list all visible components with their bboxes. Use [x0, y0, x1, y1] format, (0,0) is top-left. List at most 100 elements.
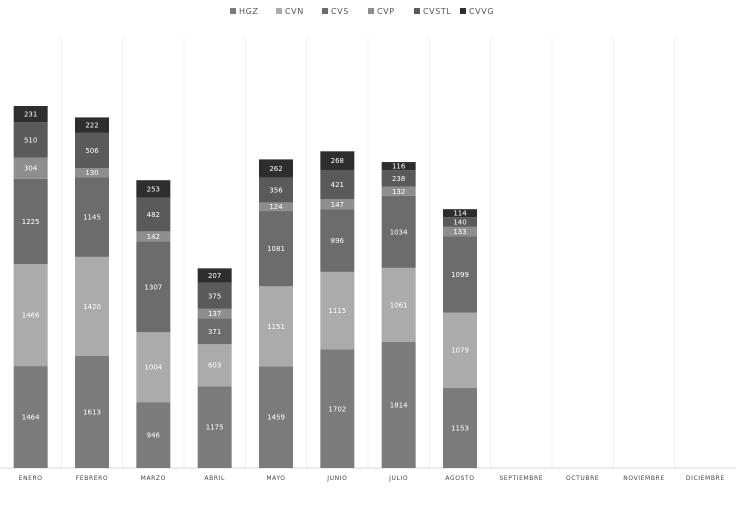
data-label: 231: [24, 111, 37, 119]
bar-segment-cvs-enero: [13, 178, 48, 265]
data-label: 133: [453, 228, 466, 236]
bar-segment-cvn-mayo: [259, 286, 293, 367]
data-label: 946: [147, 432, 161, 440]
bar-segment-cvvg-julio: [381, 162, 416, 171]
data-label: 1225: [22, 218, 40, 226]
bar-segment-cvvg-febrero: [75, 117, 109, 133]
bar-segment-cvs-junio: [320, 209, 355, 272]
x-tick-label: JULIO: [388, 475, 408, 482]
bar-segment-cvs-febrero: [75, 177, 109, 257]
legend-label: CVP: [377, 7, 395, 16]
legend-swatch: [322, 8, 328, 14]
data-label: 124: [269, 203, 283, 211]
legend-label: CVSTL: [423, 7, 451, 16]
data-label: 137: [208, 310, 221, 318]
x-tick-label: DICIEMBRE: [686, 475, 725, 482]
bar-segment-cvp-agosto: [443, 226, 477, 237]
bar-segment-cvvg-abril: [197, 268, 232, 283]
data-label: 1702: [328, 405, 346, 413]
data-label: 1145: [83, 214, 101, 222]
bar-segment-cvn-febrero: [75, 256, 109, 356]
data-label: 1115: [328, 307, 346, 315]
bar-segment-hgz-junio: [320, 349, 355, 468]
data-label: 510: [24, 136, 37, 144]
bar-segment-cvvg-mayo: [259, 159, 293, 178]
bar-segment-cvstl-enero: [13, 122, 48, 158]
bar-segment-cvn-julio: [381, 267, 416, 342]
bar-segment-cvn-marzo: [136, 332, 171, 403]
x-tick-label: OCTUBRE: [566, 475, 599, 482]
data-label: 603: [208, 362, 221, 370]
data-label: 1099: [451, 271, 469, 279]
data-label: 1613: [83, 408, 101, 416]
data-label: 421: [331, 181, 344, 189]
bar-segment-cvp-junio: [320, 199, 355, 210]
data-label: 506: [85, 147, 99, 155]
data-label: 1034: [390, 228, 408, 236]
bars-group: [13, 106, 477, 468]
data-label: 238: [392, 175, 405, 183]
data-label: 114: [453, 210, 467, 218]
data-label: 1464: [22, 414, 40, 422]
bar-segment-cvstl-julio: [381, 170, 416, 187]
bar-segment-cvstl-agosto: [443, 217, 477, 227]
data-label: 1151: [267, 323, 285, 331]
bar-segment-hgz-febrero: [75, 355, 109, 468]
data-label: 1004: [144, 364, 162, 372]
legend: HGZ CVN CVS CVP CVSTL CVVG: [230, 7, 494, 16]
x-tick-label: SEPTIEMBRE: [499, 475, 543, 482]
data-label: 142: [147, 233, 160, 241]
data-label: 1466: [22, 312, 40, 320]
x-tick-label: MAYO: [266, 475, 285, 482]
bar-segment-hgz-enero: [13, 366, 48, 468]
bar-segment-hgz-abril: [197, 386, 232, 468]
data-label: 1814: [390, 401, 408, 409]
data-label: 356: [269, 187, 283, 195]
data-label: 222: [85, 122, 98, 130]
data-label: 1420: [83, 303, 101, 311]
data-label: 147: [331, 201, 344, 209]
x-tick-label: JUNIO: [326, 475, 347, 482]
data-label: 253: [147, 186, 160, 194]
bar-segment-cvp-mayo: [259, 202, 293, 212]
bar-segment-cvs-marzo: [136, 241, 171, 333]
data-label: 1175: [206, 424, 224, 432]
data-labels-group: 1464 1466 1225 304 510 231 1613 1420 1145 130 506 2…: [22, 111, 469, 440]
bar-segment-cvvg-marzo: [136, 180, 171, 198]
data-label: 140: [453, 218, 466, 226]
bar-segment-cvn-junio: [320, 271, 355, 350]
x-tick-label: ABRIL: [204, 475, 225, 482]
grid-lines: [0, 38, 736, 469]
bar-segment-hgz-mayo: [259, 366, 293, 468]
bar-segment-cvn-agosto: [443, 312, 477, 388]
legend-label: CVS: [331, 7, 349, 16]
x-tick-label: ENERO: [19, 475, 43, 482]
data-label: 207: [208, 272, 221, 280]
bar-segment-hgz-agosto: [443, 387, 477, 468]
data-label: 1153: [451, 424, 469, 432]
x-tick-label: AGOSTO: [445, 475, 474, 482]
data-label: 896: [331, 237, 345, 245]
bar-segment-cvs-agosto: [443, 236, 477, 313]
data-label: 268: [331, 157, 344, 165]
legend-label: CVVG: [469, 7, 494, 16]
data-label: 371: [208, 328, 221, 336]
legend-swatch: [276, 8, 282, 14]
bar-segment-hgz-marzo: [136, 402, 171, 468]
bar-segment-cvs-mayo: [259, 211, 293, 287]
data-label: 1079: [451, 347, 469, 355]
bar-segment-cvvg-enero: [13, 106, 48, 123]
data-label: 1081: [267, 245, 285, 253]
bar-segment-cvstl-abril: [197, 282, 232, 309]
bar-segment-cvp-abril: [197, 308, 232, 319]
data-label: 482: [147, 211, 160, 219]
data-label: 304: [24, 165, 38, 173]
bar-segment-cvn-abril: [197, 344, 232, 387]
bar-segment-hgz-julio: [381, 341, 416, 468]
x-tick-label: MARZO: [141, 475, 166, 482]
data-label: 130: [85, 169, 98, 177]
data-label: 132: [392, 188, 405, 196]
bar-segment-cvstl-marzo: [136, 197, 171, 232]
